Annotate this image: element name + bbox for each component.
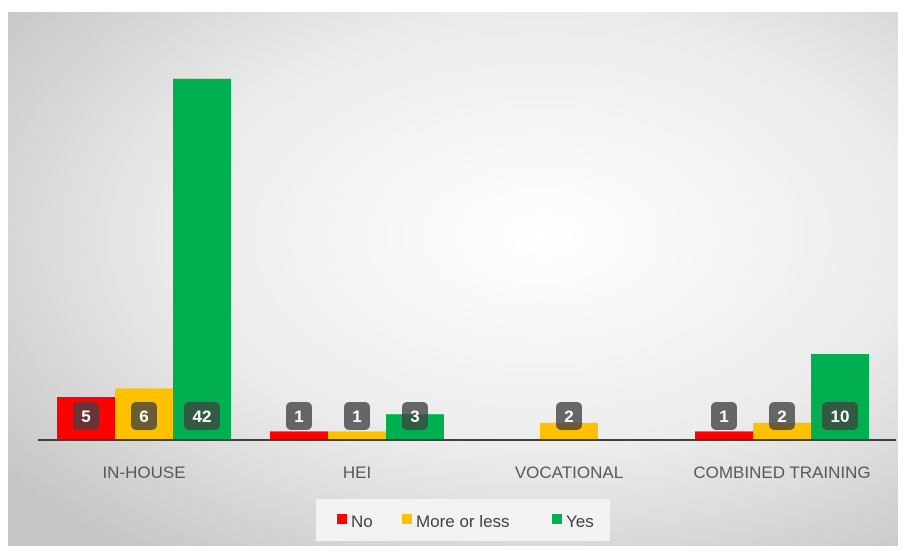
- data-label-more-or-less-vocational: 2: [556, 402, 582, 430]
- data-label-box: [184, 402, 220, 430]
- legend: No More or less Yes: [316, 499, 610, 541]
- data-label-yes-hei: 3: [402, 402, 428, 430]
- legend-label: More or less: [416, 512, 510, 531]
- data-label-yes-in-house: 42: [184, 402, 220, 430]
- chart-background: [8, 12, 898, 546]
- legend-swatch: [402, 514, 412, 524]
- legend-item-no: No: [337, 512, 373, 531]
- bar-more-or-less-hei: [328, 431, 386, 440]
- data-label-text: 1: [352, 407, 361, 426]
- data-label-more-or-less-combined-training: 2: [769, 402, 795, 430]
- data-label-text: 5: [81, 407, 90, 426]
- data-label-text: 6: [139, 407, 148, 426]
- data-label-box: [769, 402, 795, 430]
- data-label-box: [131, 402, 157, 430]
- data-labels-layer: 5 6 42 1 1 3 2 1 2 10: [73, 402, 858, 430]
- data-label-more-or-less-hei: 1: [344, 402, 370, 430]
- bar-no-hei: [270, 431, 328, 440]
- legend-swatch: [552, 514, 562, 524]
- bar-no-combined-training: [695, 431, 753, 440]
- bar-yes-in-house: [173, 78, 231, 441]
- data-label-text: 3: [410, 407, 419, 426]
- data-label-text: 1: [719, 407, 728, 426]
- data-label-text: 2: [777, 407, 786, 426]
- data-label-box: [556, 402, 582, 430]
- data-label-text: 1: [294, 407, 303, 426]
- data-label-text: 10: [831, 407, 850, 426]
- legend-swatch: [337, 514, 347, 524]
- data-label-text: 2: [564, 407, 573, 426]
- data-label-box: [286, 402, 312, 430]
- data-label-text: 42: [193, 407, 212, 426]
- bar-more-or-less-vocational: [540, 422, 598, 440]
- legend-label: Yes: [566, 512, 594, 531]
- x-tick-labels: IN-HOUSE HEI VOCATIONAL COMBINED TRAINING: [102, 463, 870, 482]
- data-label-box: [73, 402, 99, 430]
- legend-item-yes: Yes: [552, 512, 594, 531]
- data-label-box: [711, 402, 737, 430]
- data-label-box: [402, 402, 428, 430]
- legend-item-more-or-less: More or less: [402, 512, 510, 531]
- data-label-no-hei: 1: [286, 402, 312, 430]
- data-label-box: [344, 402, 370, 430]
- x-tick-label-in-house: IN-HOUSE: [102, 463, 185, 482]
- bar-more-or-less-combined-training: [753, 422, 811, 440]
- x-tick-label-hei: HEI: [343, 463, 371, 482]
- x-tick-label-combined-training: COMBINED TRAINING: [693, 463, 870, 482]
- data-label-no-in-house: 5: [73, 402, 99, 430]
- legend-label: No: [351, 512, 373, 531]
- data-label-yes-combined-training: 10: [822, 402, 858, 430]
- data-label-box: [822, 402, 858, 430]
- data-label-no-combined-training: 1: [711, 402, 737, 430]
- x-tick-label-vocational: VOCATIONAL: [515, 463, 623, 482]
- data-label-more-or-less-in-house: 6: [131, 402, 157, 430]
